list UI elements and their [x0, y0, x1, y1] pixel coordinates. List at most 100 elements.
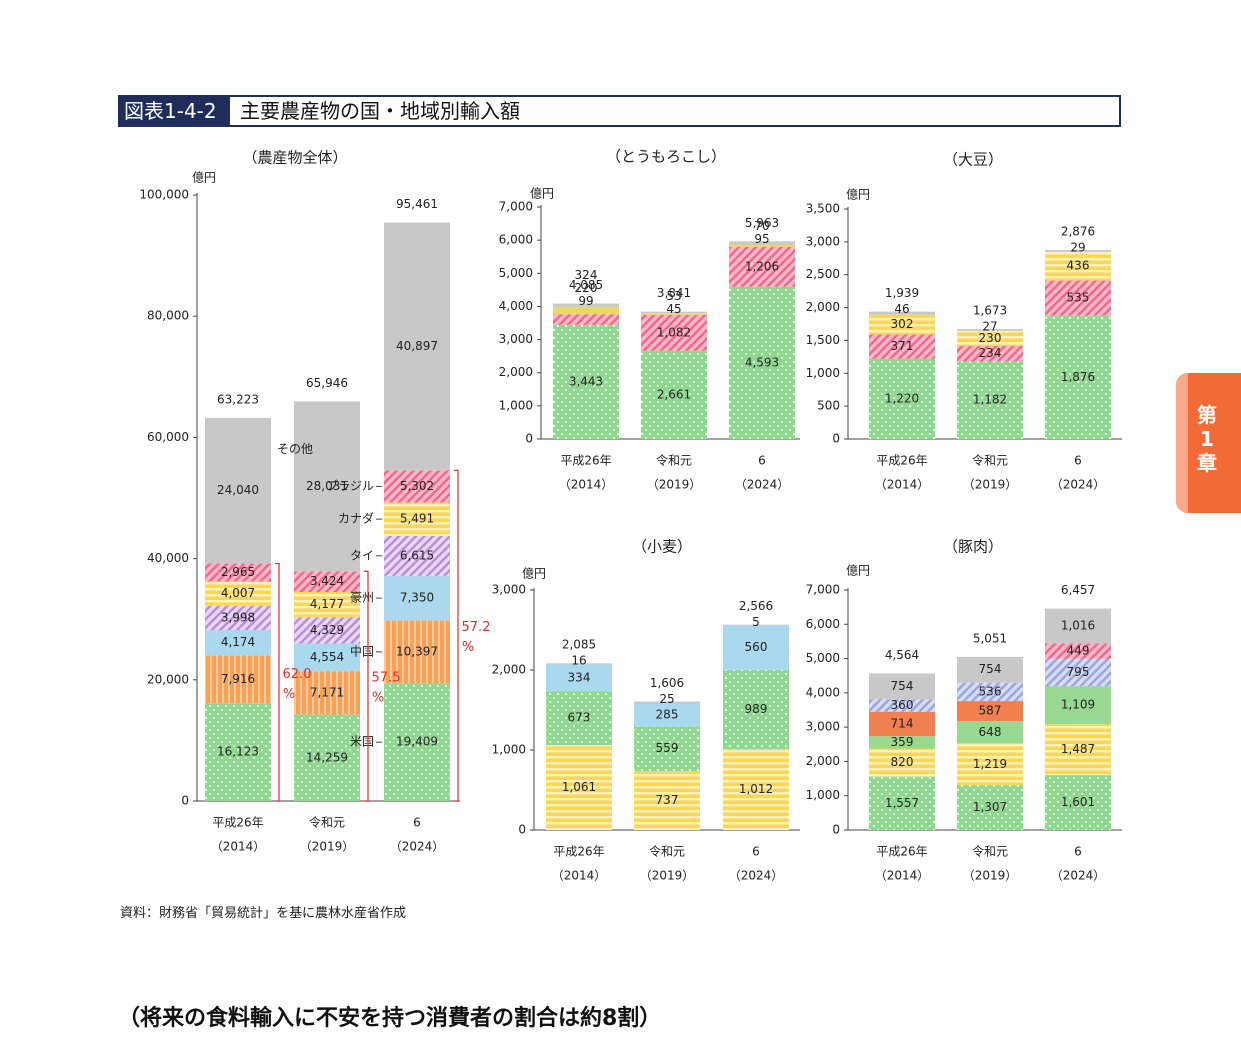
data-label: 560 — [745, 640, 768, 654]
series-name-label: カナダ — [338, 511, 374, 526]
data-label: 4,174 — [221, 635, 255, 649]
y-tick-label: 1,500 — [806, 333, 840, 347]
series-name-label: 米国 — [350, 735, 374, 749]
chapter-tab-inner — [1186, 379, 1241, 507]
total-label: 2,085 — [562, 638, 596, 652]
data-label-small: 29 — [1070, 241, 1085, 255]
share-bracket — [364, 570, 369, 802]
bar-segment-other — [553, 303, 619, 307]
unit-label: 億円 — [530, 187, 554, 201]
data-label: 449 — [1067, 644, 1090, 658]
bar-segment-denmark — [957, 701, 1023, 722]
bar-segment-thailand — [294, 617, 360, 644]
share-bracket — [275, 562, 280, 802]
total-label: 2,876 — [1061, 225, 1095, 239]
chart-title: （とうもろこし） — [606, 148, 726, 166]
share-label-unit: % — [283, 687, 295, 702]
y-tick-label: 4,000 — [499, 299, 533, 313]
y-tick-label: 3,000 — [806, 234, 840, 248]
bar-segment-us — [205, 703, 271, 801]
y-tick-label: 2,000 — [806, 754, 840, 768]
y-tick-label: 500 — [817, 399, 840, 413]
y-tick-label: 60,000 — [147, 430, 189, 444]
bar-segment-australia — [384, 575, 450, 621]
bar-segment-canada — [205, 581, 271, 606]
data-label-small: 25 — [659, 692, 674, 706]
y-tick-label: 6,000 — [806, 617, 840, 631]
bar-segment-other — [729, 241, 795, 245]
data-label-small: 95 — [754, 232, 769, 246]
bar-segment-canada — [634, 771, 700, 830]
data-label-small: 16 — [571, 654, 586, 668]
bar-segment-other — [205, 417, 271, 564]
section-heading: （将来の食料輸入に不安を持つ消費者の割合は約8割） — [118, 1006, 662, 1031]
data-label: 714 — [891, 716, 914, 730]
series-name-label: ブラジル — [326, 478, 374, 493]
x-tick-label: 平成26年 — [560, 454, 611, 468]
x-tick-label: 平成26年 — [876, 845, 927, 859]
y-tick-label: 0 — [525, 432, 533, 446]
data-label: 1,219 — [973, 757, 1007, 771]
y-tick-label: 0 — [832, 432, 840, 446]
y-tick-label: 1,000 — [499, 398, 533, 412]
total-label: 95,461 — [396, 197, 438, 211]
bar-segment-us — [546, 691, 612, 746]
y-tick-label: 7,000 — [499, 200, 533, 214]
series-name-label: 豪州 — [350, 590, 374, 605]
y-tick-label: 3,000 — [806, 720, 840, 734]
data-label: 4,554 — [310, 650, 344, 664]
data-label: 4,593 — [745, 355, 779, 369]
data-label: 559 — [656, 741, 679, 755]
data-label: 5,491 — [400, 512, 434, 526]
chapter-tab-label: 第 1 章 — [1197, 403, 1217, 475]
data-label: 302 — [891, 317, 914, 331]
data-label-small: 70 — [754, 219, 769, 233]
bar-segment-other — [546, 663, 612, 665]
y-tick-label: 3,000 — [492, 583, 526, 597]
x-tick-label: 6 — [752, 845, 760, 859]
share-label: 57.2 — [462, 620, 491, 635]
bar-segment-us — [634, 726, 700, 772]
bar-segment-spain — [957, 721, 1023, 744]
bar-segment-brazil — [294, 571, 360, 592]
bar-segment-other — [294, 401, 360, 572]
unit-label: 億円 — [192, 171, 216, 185]
chart-title: （農産物全体） — [242, 149, 347, 167]
x-tick-sublabel: （2019） — [963, 869, 1018, 883]
total-label: 1,673 — [973, 304, 1007, 318]
x-tick-label: 6 — [758, 454, 766, 468]
bar-segment-other — [869, 311, 935, 315]
data-label: 16,123 — [217, 745, 259, 759]
bar-segment-brazil — [641, 314, 707, 351]
bar-segment-spain — [869, 736, 935, 749]
data-label: 536 — [979, 684, 1002, 698]
y-tick-label: 100,000 — [139, 188, 189, 202]
bar-segment-australia — [723, 625, 789, 670]
data-label: 3,998 — [221, 610, 255, 624]
y-tick-label: 1,000 — [806, 788, 840, 802]
data-label: 1,182 — [973, 393, 1007, 407]
x-tick-sublabel: （2024） — [729, 869, 784, 883]
chart-title: （小麦） — [632, 538, 692, 556]
bar-segment-us — [553, 324, 619, 439]
bar-segment-us — [294, 714, 360, 801]
data-label: 1,012 — [739, 782, 773, 796]
bar-segment-us — [957, 361, 1023, 439]
y-tick-label: 0 — [832, 823, 840, 837]
data-label: 673 — [568, 711, 591, 725]
data-label-small: 53 — [666, 289, 681, 303]
x-tick-sublabel: （2024） — [1051, 478, 1106, 492]
bar-segment-brazil — [957, 345, 1023, 362]
data-label: 3,424 — [310, 574, 344, 588]
data-label: 360 — [891, 698, 914, 712]
y-tick-label: 2,000 — [806, 300, 840, 314]
data-label: 989 — [745, 702, 768, 716]
x-tick-sublabel: （2019） — [300, 840, 355, 854]
y-tick-label: 3,000 — [499, 332, 533, 346]
source-note: 資料：財務省「貿易統計」を基に農林水産省作成 — [120, 906, 407, 921]
x-tick-label: 令和元 — [649, 844, 685, 859]
data-label: 230 — [979, 331, 1002, 345]
data-label: 10,397 — [396, 644, 438, 658]
x-tick-sublabel: （2024） — [390, 840, 445, 854]
bar-segment-us — [1045, 775, 1111, 830]
